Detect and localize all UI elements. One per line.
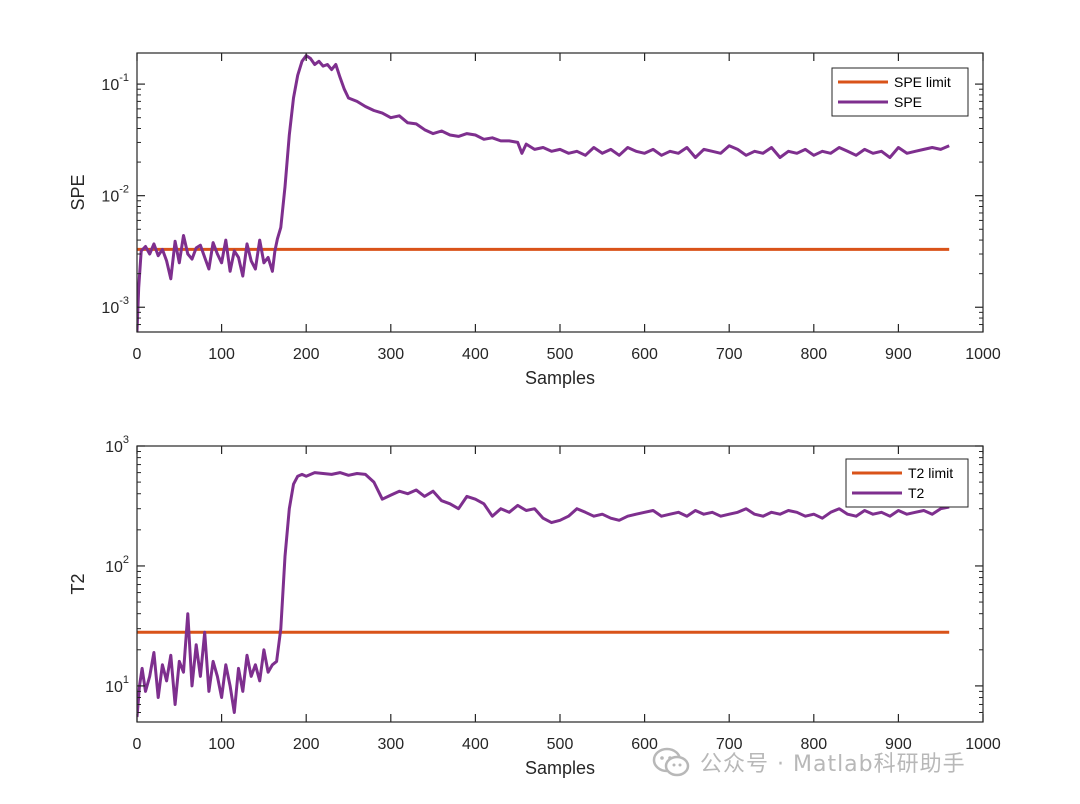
spe-y-tick-label: 10-2 xyxy=(101,184,129,206)
watermark-text: 公众号 · Matlab科研助手 xyxy=(700,752,966,777)
spe-legend: SPE limit SPE xyxy=(831,67,969,117)
spe-x-tick-label: 0 xyxy=(133,346,142,363)
t2-y-tick-label: 102 xyxy=(105,554,129,576)
t2-y-tick-label: 103 xyxy=(105,434,129,456)
t2-x-tick-label: 900 xyxy=(885,736,912,753)
spe-x-tick-label: 700 xyxy=(716,346,743,363)
spe-legend-entry: SPE limit xyxy=(894,74,951,90)
spe-x-tick-label: 600 xyxy=(631,346,658,363)
spe-chart: 0 100 200 300 400 500 600 700 800 900 1000 10-3 10-2… xyxy=(68,52,1001,388)
watermark: 公众号 · Matlab科研助手 xyxy=(652,742,966,782)
spe-x-tick-label: 1000 xyxy=(965,346,1001,363)
spe-x-tick-label: 900 xyxy=(885,346,912,363)
t2-legend-entry: T2 limit xyxy=(908,465,953,481)
t2-y-tick-label: 101 xyxy=(105,674,129,696)
spe-x-tick-label: 400 xyxy=(462,346,489,363)
spe-y-tick-label: 10-1 xyxy=(101,72,129,94)
t2-legend-entry: T2 xyxy=(908,485,925,501)
spe-x-axis-label: Samples xyxy=(525,368,595,388)
t2-x-tick-label: 500 xyxy=(547,736,574,753)
spe-x-tick-label: 200 xyxy=(293,346,320,363)
t2-chart: 0 100 200 300 400 500 600 700 800 900 1000 101 102 10… xyxy=(68,434,1001,778)
t2-x-tick-label: 600 xyxy=(631,736,658,753)
spe-legend-entry: SPE xyxy=(894,94,922,110)
spe-x-tick-label: 300 xyxy=(377,346,404,363)
t2-x-tick-label: 300 xyxy=(377,736,404,753)
t2-x-tick-label: 100 xyxy=(208,736,235,753)
spe-x-tick-label: 500 xyxy=(547,346,574,363)
t2-legend: T2 limit T2 xyxy=(845,458,969,508)
t2-x-tick-label: 700 xyxy=(716,736,743,753)
t2-x-tick-label: 400 xyxy=(462,736,489,753)
t2-series-line xyxy=(137,471,950,718)
wechat-icon xyxy=(652,747,690,777)
spe-x-tick-label: 800 xyxy=(800,346,827,363)
t2-x-tick-label: 0 xyxy=(133,736,142,753)
spe-y-tick-label: 10-3 xyxy=(101,295,129,317)
t2-x-tick-label: 1000 xyxy=(965,736,1001,753)
t2-y-axis-label: T2 xyxy=(68,573,88,594)
spe-x-tick-label: 100 xyxy=(208,346,235,363)
spe-series-line xyxy=(137,54,950,332)
t2-x-tick-label: 800 xyxy=(800,736,827,753)
spe-y-axis-label: SPE xyxy=(68,174,88,210)
t2-x-tick-label: 200 xyxy=(293,736,320,753)
t2-x-axis-label: Samples xyxy=(525,758,595,778)
